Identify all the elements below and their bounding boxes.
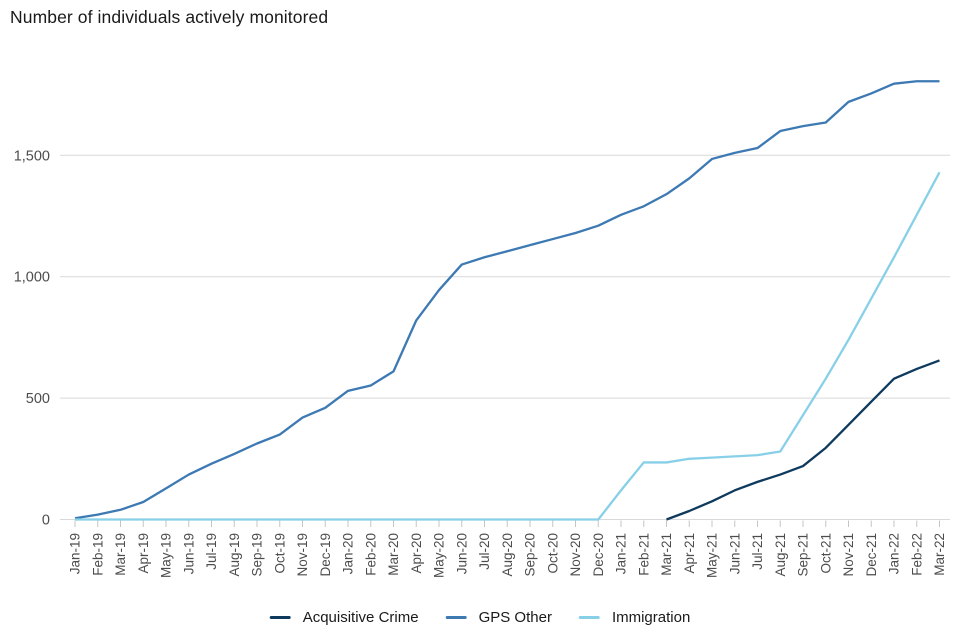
y-tick-label: 1,500 bbox=[14, 148, 50, 164]
x-tick-label: Jul-21 bbox=[750, 533, 765, 570]
legend-label-immigration: Immigration bbox=[611, 609, 691, 626]
x-tick-label: Sep-21 bbox=[796, 533, 811, 577]
x-tick-label: Feb-22 bbox=[909, 533, 924, 576]
x-tick-label: Mar-22 bbox=[932, 533, 947, 576]
x-tick-label: Aug-21 bbox=[773, 533, 788, 577]
y-tick-label: 0 bbox=[42, 513, 50, 529]
x-tick-label: Nov-21 bbox=[841, 533, 856, 577]
legend-item-gps-other: GPS Other bbox=[445, 609, 552, 626]
y-axis-labels: 0 500 1,000 1,500 bbox=[14, 148, 50, 528]
y-tick-label: 1,000 bbox=[14, 270, 50, 286]
x-tick-label: Nov-20 bbox=[568, 533, 583, 577]
x-tick-label: Oct-20 bbox=[545, 533, 560, 574]
x-tick-label: Mar-20 bbox=[386, 533, 401, 576]
x-tick-label: Jun-19 bbox=[181, 533, 196, 574]
x-tick-label: Dec-19 bbox=[318, 533, 333, 577]
x-tick-label: Nov-19 bbox=[295, 533, 310, 577]
x-tick-label: Jan-21 bbox=[614, 533, 629, 574]
x-tick-label: Oct-19 bbox=[272, 533, 287, 574]
x-tick-label: Sep-20 bbox=[523, 533, 538, 577]
x-tick-label: Mar-19 bbox=[113, 533, 128, 576]
x-axis-labels: Jan-19 Feb-19 Mar-19 Apr-19 May-19 Jun-19 Jul-… bbox=[68, 533, 948, 578]
legend-swatch-immigration bbox=[578, 616, 600, 619]
x-tick-label: Jan-20 bbox=[341, 533, 356, 574]
legend: Acquisitive Crime GPS Other Immigration bbox=[269, 609, 691, 626]
legend-item-immigration: Immigration bbox=[578, 609, 691, 626]
x-tick-label: May-20 bbox=[432, 533, 447, 578]
x-tick-label: Jan-19 bbox=[68, 533, 83, 574]
x-tick-label: Apr-20 bbox=[409, 533, 424, 574]
x-tick-label: Dec-21 bbox=[864, 533, 879, 577]
x-tick-label: Feb-19 bbox=[90, 533, 105, 576]
y-tick-label: 500 bbox=[26, 391, 50, 407]
x-tick-label: Apr-19 bbox=[136, 533, 151, 574]
x-tick-label: Feb-20 bbox=[363, 533, 378, 576]
x-tick-label: Aug-20 bbox=[500, 533, 515, 577]
x-tick-label: Jul-20 bbox=[477, 533, 492, 570]
legend-swatch-acquisitive-crime bbox=[269, 616, 291, 619]
x-tick-label: Aug-19 bbox=[227, 533, 242, 577]
x-tick-label: May-21 bbox=[705, 533, 720, 578]
series-line-immigration bbox=[75, 171, 941, 521]
legend-label-gps-other: GPS Other bbox=[478, 609, 552, 626]
y-gridlines bbox=[60, 154, 950, 520]
x-axis-ticks bbox=[74, 520, 940, 527]
x-tick-label: Oct-21 bbox=[818, 533, 833, 574]
x-tick-label: Apr-21 bbox=[682, 533, 697, 574]
x-tick-label: Sep-19 bbox=[250, 533, 265, 577]
x-tick-label: Jan-22 bbox=[887, 533, 902, 574]
x-tick-label: Dec-20 bbox=[591, 533, 606, 577]
x-tick-label: Jun-20 bbox=[454, 533, 469, 574]
x-tick-label: Feb-21 bbox=[636, 533, 651, 576]
x-tick-label: Mar-21 bbox=[659, 533, 674, 576]
x-tick-label: Jul-19 bbox=[204, 533, 219, 570]
x-tick-label: Jun-21 bbox=[727, 533, 742, 574]
series-line-gps-other bbox=[74, 80, 940, 520]
series-line-acquisitive-crime bbox=[666, 359, 940, 521]
legend-swatch-gps-other bbox=[445, 616, 467, 619]
legend-item-acquisitive-crime: Acquisitive Crime bbox=[269, 609, 419, 626]
chart-title: Number of individuals actively monitored bbox=[10, 7, 329, 27]
x-tick-label: May-19 bbox=[159, 533, 174, 578]
legend-label-acquisitive-crime: Acquisitive Crime bbox=[302, 609, 419, 626]
